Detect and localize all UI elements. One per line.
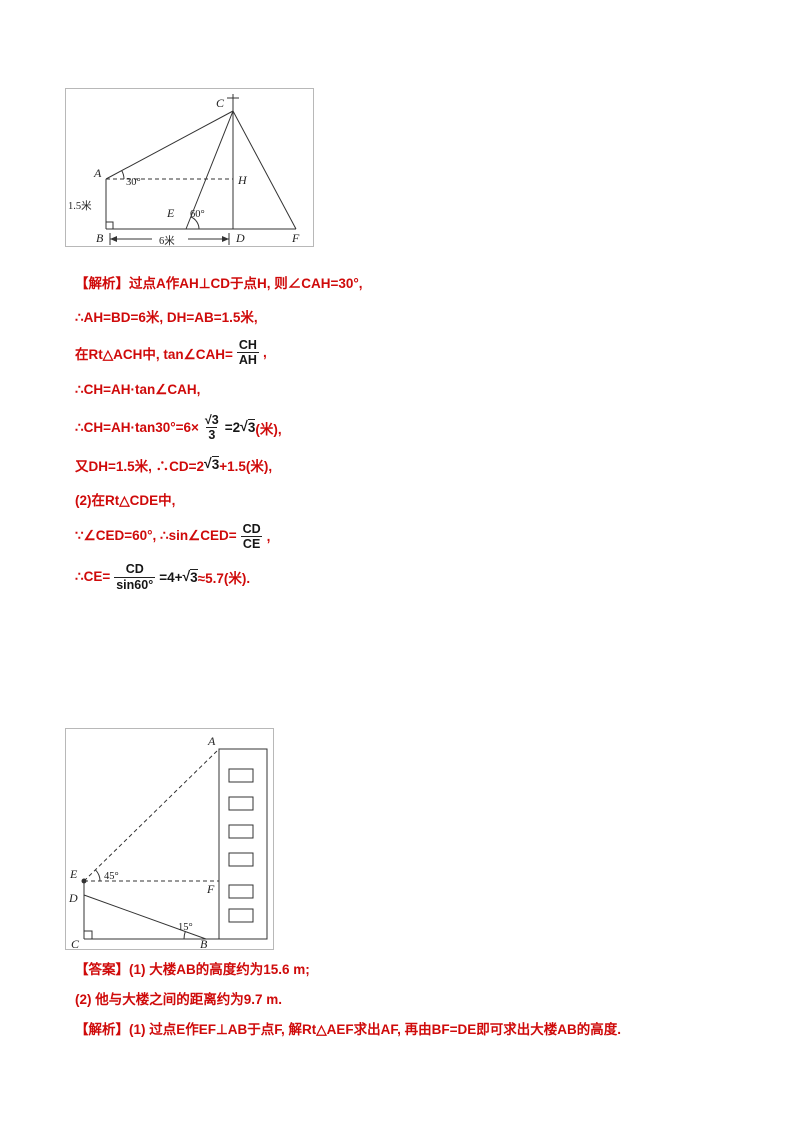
label-point-b: B bbox=[96, 231, 104, 245]
window bbox=[228, 884, 254, 899]
label-point-c: C bbox=[216, 96, 225, 110]
solution-line: ∴CE= CD sin60° =4+ √ 3 ≈5.7(米). bbox=[75, 560, 715, 594]
formula-text: =4+ bbox=[159, 569, 183, 585]
solution-text: 【解析】(1) 过点E作EF⊥AB于点F, 解Rt△AEF求出AF, 再由BF=… bbox=[75, 1022, 622, 1037]
solution-text: , bbox=[262, 345, 267, 361]
solution-line: 在Rt△ACH中, tan∠CAH= CH AH, bbox=[75, 336, 715, 370]
figure-2-svg: A E 45° F D 15° C B bbox=[68, 734, 268, 951]
figure-2: A E 45° F D 15° C B bbox=[65, 728, 274, 951]
label-angle-30: 30° bbox=[126, 177, 141, 188]
label-point-b: B bbox=[200, 937, 208, 949]
formula-fraction: CH AH bbox=[236, 338, 259, 368]
solution-text: ∴AH=BD=6米, DH=AB=1.5米, bbox=[75, 309, 258, 325]
line-cf bbox=[232, 110, 297, 230]
solution-text: (2)在Rt△CDE中, bbox=[75, 493, 176, 508]
figure-1-arrows bbox=[110, 236, 229, 242]
label-point-c: C bbox=[71, 937, 80, 949]
label-angle-15: 15° bbox=[178, 922, 193, 933]
solution-line: ∴CH=AH·tan∠CAH, bbox=[75, 377, 715, 404]
solution-text: , bbox=[266, 528, 271, 544]
solution-text: 在Rt△ACH中, tan∠CAH= bbox=[75, 346, 233, 362]
solution-text: 【答案】(1) 大楼AB的高度约为15.6 m; bbox=[75, 962, 310, 977]
formula-fraction: √3 3 bbox=[204, 412, 219, 443]
right-angle-mark-b bbox=[106, 221, 114, 229]
solution-line: ∵∠CED=60°, ∴sin∠CED= CD CE, bbox=[75, 520, 715, 554]
label-height-1-5m: 1.5米 bbox=[68, 199, 92, 212]
solution-text: ∵∠CED=60°, ∴sin∠CED= bbox=[75, 528, 237, 544]
solution-line: (2)在Rt△CDE中, bbox=[75, 486, 715, 513]
label-angle-60: 60° bbox=[190, 209, 205, 220]
solution-line: 【解析】(1) 过点E作EF⊥AB于点F, 解Rt△AEF求出AF, 再由BF=… bbox=[75, 1018, 785, 1038]
line-ac bbox=[105, 110, 234, 180]
solution-line: ∴AH=BD=6米, DH=AB=1.5米, bbox=[75, 302, 715, 329]
label-point-a: A bbox=[93, 166, 102, 180]
figure-1-svg: C A 30° H 1.5米 E 60° B D F 6米 bbox=[68, 94, 300, 247]
solution-2: 【答案】(1) 大楼AB的高度约为15.6 m; (2) 他与大楼之间的距离约为9… bbox=[75, 958, 785, 1048]
figure-1: C A 30° H 1.5米 E 60° B D F 6米 bbox=[65, 88, 314, 247]
window bbox=[228, 908, 254, 923]
angle-arc-b15 bbox=[183, 931, 186, 940]
solution-text: +1.5(米), bbox=[219, 459, 273, 474]
label-base-6m: 6米 bbox=[159, 234, 175, 246]
solution-text: ∴CH=AH·tan30°=6× bbox=[75, 419, 199, 435]
right-angle-mark-c bbox=[84, 930, 93, 939]
label-point-f: F bbox=[206, 882, 215, 896]
solution-line: 【解析】过点A作AH⊥CD于点H, 则∠CAH=30°, bbox=[75, 268, 715, 295]
formula-text: =2 bbox=[224, 420, 241, 436]
label-point-a: A bbox=[207, 734, 216, 748]
solution-line: 又DH=1.5米, ∴CD=2 √ 3 +1.5(米), bbox=[75, 452, 715, 479]
window bbox=[228, 796, 254, 811]
solution-text: ∴CH=AH·tan∠CAH, bbox=[75, 382, 201, 398]
window bbox=[228, 768, 254, 783]
figure-2-lines bbox=[83, 748, 268, 940]
formula-fraction: CD sin60° bbox=[114, 562, 156, 592]
dashed-ea bbox=[83, 748, 220, 882]
window bbox=[228, 852, 254, 867]
label-point-e: E bbox=[166, 206, 175, 220]
label-point-h: H bbox=[237, 173, 248, 187]
point-e-dot bbox=[81, 878, 87, 884]
formula-sqrt: √ 3 bbox=[204, 455, 220, 473]
building-windows bbox=[228, 768, 254, 923]
line-ce bbox=[185, 110, 234, 230]
label-angle-45: 45° bbox=[104, 871, 119, 882]
formula-fraction: CD CE bbox=[240, 521, 263, 551]
angle-arc-e45 bbox=[95, 869, 101, 882]
solution-line: 【答案】(1) 大楼AB的高度约为15.6 m; bbox=[75, 958, 785, 978]
formula-sqrt: √ 3 bbox=[182, 567, 198, 585]
formula-sqrt: √ 3 bbox=[240, 418, 256, 436]
solution-1: 【解析】过点A作AH⊥CD于点H, 则∠CAH=30°, ∴AH=BD=6米, D… bbox=[75, 268, 715, 601]
dim-arrow-left bbox=[110, 236, 117, 242]
solution-text: ≈5.7(米). bbox=[197, 571, 251, 587]
solution-text: ∴CE= bbox=[75, 569, 111, 585]
label-point-d: D bbox=[68, 891, 78, 905]
label-point-d: D bbox=[235, 231, 245, 245]
label-point-f: F bbox=[291, 231, 300, 245]
angle-arc-e bbox=[190, 216, 200, 230]
figure-1-lines bbox=[105, 94, 297, 245]
solution-text: 又DH=1.5米, ∴CD=2 bbox=[75, 459, 205, 474]
solution-text: (米), bbox=[255, 421, 282, 437]
building-outline bbox=[218, 748, 268, 940]
window bbox=[228, 824, 254, 839]
dim-arrow-right bbox=[222, 236, 229, 242]
label-point-e: E bbox=[69, 867, 78, 881]
solution-text: (2) 他与大楼之间的距离约为9.7 m. bbox=[75, 992, 283, 1007]
solution-line: ∴CH=AH·tan30°=6× √3 3 =2 √ 3 (米), bbox=[75, 411, 715, 445]
solution-line: (2) 他与大楼之间的距离约为9.7 m. bbox=[75, 988, 785, 1008]
solution-text: 【解析】过点A作AH⊥CD于点H, 则∠CAH=30°, bbox=[75, 275, 363, 291]
angle-arc-a bbox=[121, 170, 125, 180]
